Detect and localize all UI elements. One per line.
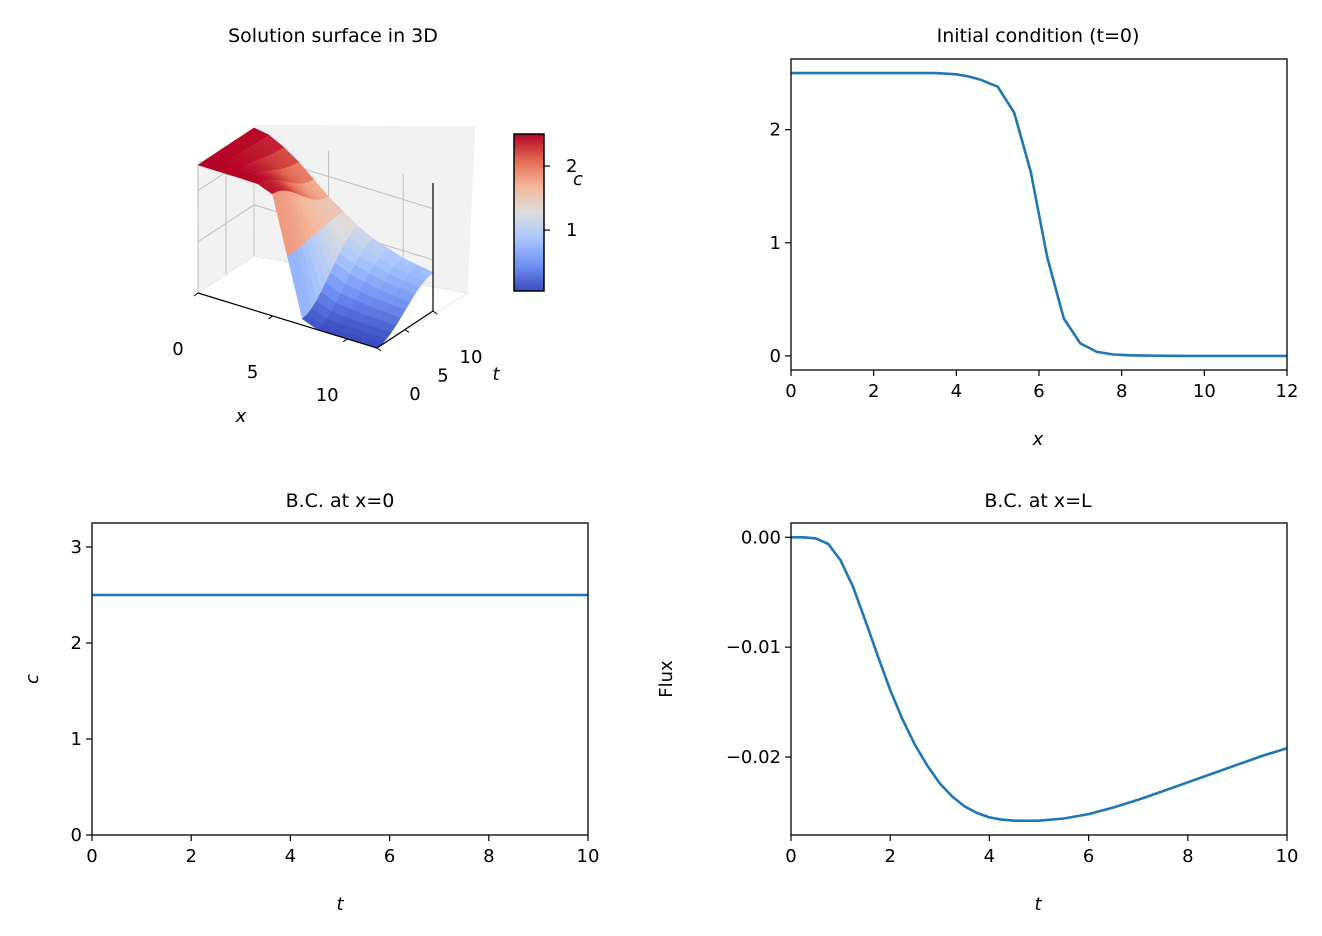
ic-ytick-label-0: 0 [770,346,781,367]
bcL-xtick-label-2: 4 [984,846,995,867]
ic-title: Initial condition (t=0) [937,25,1140,47]
colorbar-label: c [573,169,583,190]
bcL-xtick-label-4: 8 [1182,846,1193,867]
bcL-ytick-label-2: −0.02 [726,747,781,768]
surface-ytick-1 [404,329,410,333]
bcL-axes-frame [790,522,1288,836]
ic-xtick-label-2: 4 [951,381,962,402]
surface-title: Solution surface in 3D [228,25,438,47]
bcL-xtick-label-3: 6 [1083,846,1094,867]
bc0-ytick-label-2: 2 [71,633,82,654]
surface-ytick-0 [376,347,382,352]
bc0-xtick-label-4: 8 [483,846,494,867]
surface-ytick-label-2: 10 [460,347,483,368]
bc0-xlabel: t [336,894,344,915]
surface-ylabel: t [492,364,500,385]
bc0-ytick-label-3: 3 [71,537,82,558]
bc0-title: B.C. at x=0 [286,490,395,512]
bcL-xtick-label-0: 0 [785,846,796,867]
ic-series-line-0 [791,71,1287,358]
bcL-ytick-label-0: 0.00 [741,527,781,548]
surface-ytick-label-0: 0 [409,384,420,405]
ic-xtick-label-6: 12 [1276,381,1299,402]
ic-xtick-label-4: 8 [1116,381,1127,402]
surface-ytick-2 [432,310,438,315]
surface-xlabel: x [235,406,247,427]
colorbar [513,133,545,292]
panel-bc-x0: B.C. at x=0 t c 0 2 4 6 8 10 0 1 2 3 [22,490,599,915]
colorbar-tick-label-0: 1 [566,220,577,241]
ic-xtick-label-1: 2 [868,381,879,402]
ic-ytick-label-1: 1 [770,233,781,254]
ic-ytick-label-2: 2 [770,120,781,141]
bcL-series-line-0 [791,536,1288,822]
surface-ytick-label-1: 5 [437,366,448,387]
surface-xtick-label-0: 0 [172,339,183,360]
panel-bc-xL: B.C. at x=L t Flux 0 2 4 6 8 10 0.00 −0.01 −0.02 [656,490,1298,915]
surface-xtick-2 [342,338,348,343]
bc0-axes-frame [91,522,589,836]
surface-xtick-label-2: 10 [316,385,339,406]
ic-xlabel: x [1032,429,1044,450]
bcL-xlabel: t [1034,894,1042,915]
bc0-xtick-label-1: 2 [185,846,196,867]
bc0-xtick-label-2: 4 [285,846,296,867]
ic-xtick-label-0: 0 [785,381,796,402]
bcL-xtick-label-1: 2 [884,846,895,867]
bc0-ylabel: c [22,674,43,684]
bc0-ytick-label-0: 0 [71,825,82,846]
surface-xtick-label-1: 5 [247,362,258,383]
surface-mesh [197,127,434,349]
surface-xtick-0 [193,292,199,297]
colorbar-ticks: 12 [544,156,577,241]
bc0-xtick-label-0: 0 [86,846,97,867]
bcL-xtick-label-5: 10 [1276,846,1299,867]
bcL-title: B.C. at x=L [984,490,1092,512]
bcL-ylabel: Flux [656,660,677,698]
colorbar-tick-label-1: 2 [566,156,577,177]
bc0-ytick-label-1: 1 [71,729,82,750]
ic-xtick-label-3: 6 [1033,381,1044,402]
bc0-xtick-label-5: 10 [577,846,600,867]
bcL-ytick-label-1: −0.01 [726,637,781,658]
surface-xtick-1 [268,315,273,320]
bc0-xtick-label-3: 6 [384,846,395,867]
ic-xtick-label-5: 10 [1193,381,1216,402]
